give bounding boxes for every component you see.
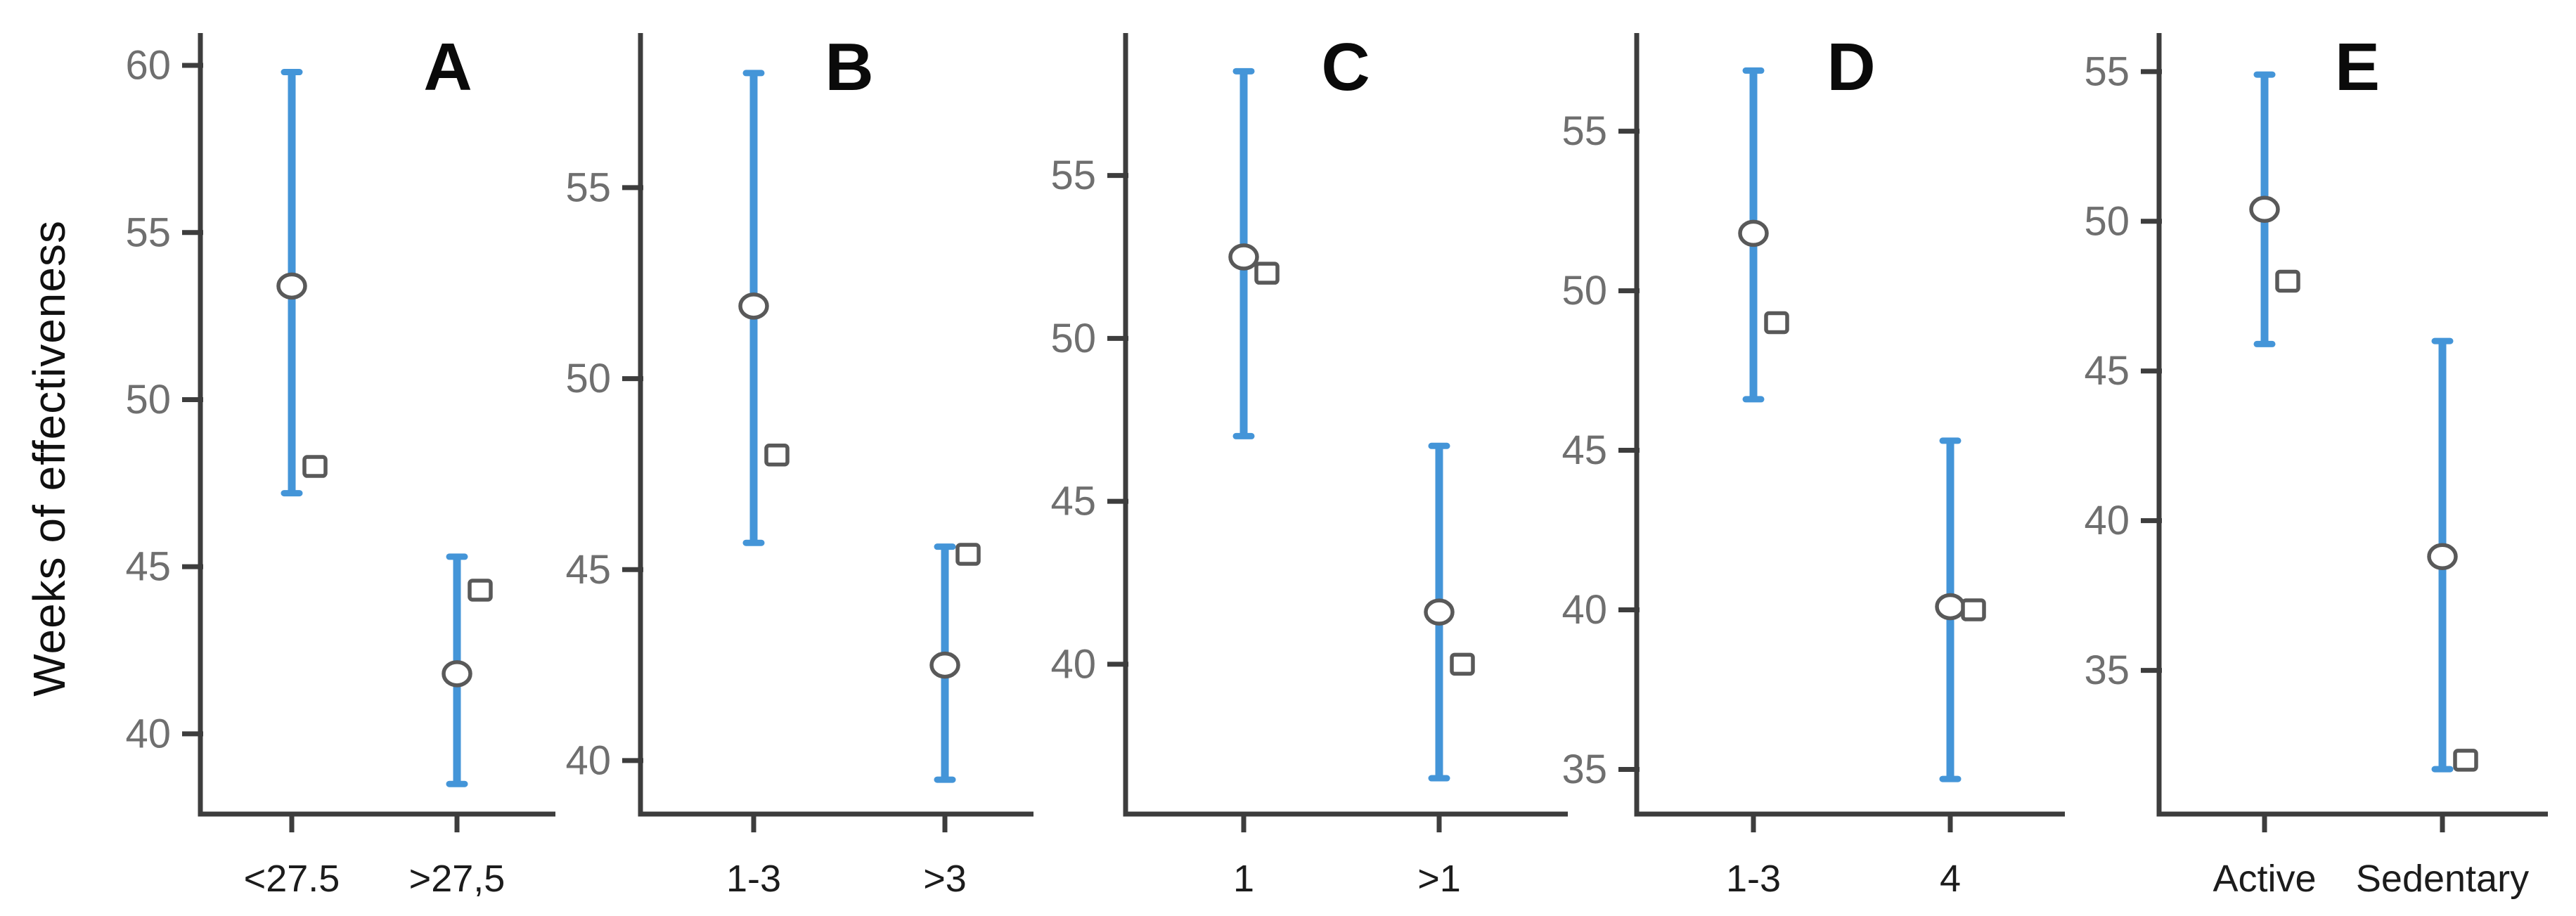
- y-tick-label: 45: [2084, 348, 2130, 394]
- circle-marker: [738, 292, 769, 320]
- circle-marker: [1935, 593, 1966, 621]
- panel-B: 40 45 50 55 B 1-3 >3: [565, 30, 1033, 900]
- category-label: 4: [1940, 858, 1961, 900]
- square-marker: [1450, 652, 1475, 676]
- square-marker: [1254, 262, 1280, 285]
- panel-A: 40 45 50 55 60 A <27.5 >27,5: [125, 30, 555, 900]
- y-tick-label: 35: [2084, 647, 2130, 693]
- y-tick-label: 40: [565, 737, 611, 783]
- square-marker: [2453, 749, 2478, 772]
- panel-letter: D: [1827, 30, 1875, 105]
- circle-marker: [2427, 543, 2458, 571]
- circle-marker: [929, 651, 960, 679]
- y-tick-label: 55: [2084, 49, 2130, 94]
- y-tick-label: 50: [565, 356, 611, 401]
- category-label: >1: [1417, 858, 1461, 900]
- y-tick-label: 55: [1561, 108, 1607, 154]
- square-marker: [2275, 269, 2300, 293]
- circle-marker: [1424, 598, 1455, 626]
- y-tick-label: 55: [565, 165, 611, 210]
- y-tick-label: 50: [1050, 316, 1096, 361]
- y-tick-label: 40: [125, 711, 171, 756]
- square-marker: [1764, 311, 1789, 335]
- category-label: 1-3: [1726, 858, 1781, 900]
- y-tick-label: 40: [1050, 641, 1096, 687]
- y-tick-label: 45: [1561, 427, 1607, 473]
- circle-marker: [2249, 195, 2280, 223]
- panel-D: 35 40 45 50 55 D 1-3 4: [1561, 30, 2065, 900]
- y-tick-label: 45: [125, 544, 171, 590]
- category-label: Sedentary: [2356, 858, 2529, 900]
- y-tick-label: 60: [125, 43, 171, 89]
- category-label: <27.5: [244, 858, 340, 900]
- panel-C: 40 45 50 55 C 1 >1: [1050, 30, 1568, 900]
- y-tick-label: 45: [565, 547, 611, 593]
- y-tick-label: 35: [1561, 747, 1607, 792]
- square-marker: [302, 455, 328, 478]
- panel-letter: E: [2335, 30, 2380, 105]
- circle-marker: [276, 272, 307, 300]
- square-marker: [955, 543, 981, 566]
- category-label: >3: [923, 858, 967, 900]
- category-label: Active: [2213, 858, 2316, 900]
- y-tick-label: 50: [125, 377, 171, 422]
- circle-marker: [1738, 219, 1769, 247]
- category-label: 1-3: [726, 858, 781, 900]
- y-tick-label: 55: [1050, 153, 1096, 198]
- category-label: 1: [1233, 858, 1254, 900]
- panel-letter: C: [1321, 30, 1370, 105]
- y-tick-label: 40: [1561, 587, 1607, 633]
- panel-letter: B: [825, 30, 873, 105]
- category-label: >27,5: [409, 858, 505, 900]
- circle-marker: [1228, 243, 1259, 271]
- y-tick-label: 45: [1050, 479, 1096, 524]
- square-marker: [468, 579, 493, 602]
- circle-marker: [442, 660, 472, 688]
- y-tick-label: 40: [2084, 498, 2130, 543]
- y-tick-label: 55: [125, 209, 171, 255]
- panel-E: 35 40 45 50 55 E Active Sedentary: [2084, 30, 2548, 900]
- square-marker: [1961, 598, 1986, 621]
- panel-letter: A: [423, 30, 472, 105]
- square-marker: [764, 444, 790, 467]
- y-tick-label: 50: [2084, 198, 2130, 244]
- y-tick-label: 50: [1561, 268, 1607, 314]
